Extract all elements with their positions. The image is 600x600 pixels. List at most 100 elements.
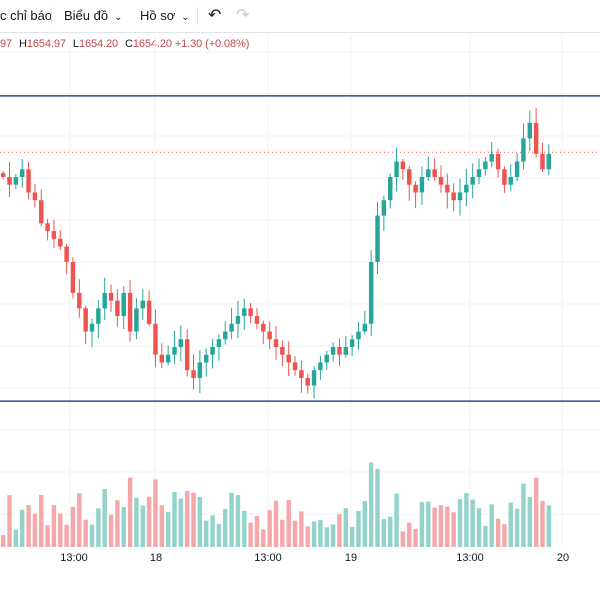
- volume-bar: [32, 513, 38, 547]
- volume-bar: [89, 524, 95, 547]
- candle-body: [527, 122, 533, 139]
- candle-body: [375, 215, 380, 262]
- volume-bar: [394, 493, 399, 547]
- candle-body: [451, 192, 456, 201]
- volume-bar: [457, 498, 463, 547]
- candle-body: [210, 347, 215, 355]
- open-value: 97: [0, 38, 13, 50]
- volume-bar: [495, 518, 501, 547]
- volume-bar: [96, 508, 101, 547]
- candle-body: [337, 347, 342, 355]
- volume-bar: [432, 507, 437, 547]
- toolbar-divider: [197, 7, 198, 25]
- candle-body: [356, 331, 361, 340]
- candle-body: [273, 339, 279, 347]
- volume-bar: [349, 526, 355, 547]
- volume-bar: [13, 529, 19, 547]
- volume-bar: [489, 504, 494, 547]
- candle-body: [514, 161, 520, 177]
- volume-bar: [318, 519, 323, 547]
- volume-bar: [102, 488, 107, 547]
- candle-body: [457, 192, 463, 201]
- volume-bar: [159, 505, 165, 547]
- candle-body: [19, 169, 25, 177]
- candle-body: [127, 292, 133, 332]
- volume-bar: [311, 521, 317, 547]
- volume-bar: [45, 525, 50, 547]
- candle-body: [108, 292, 114, 301]
- candle-body: [432, 169, 437, 177]
- volume-bar: [540, 501, 545, 547]
- candle-body: [330, 347, 336, 355]
- candle-body: [343, 347, 349, 355]
- volume-bar: [438, 505, 444, 547]
- candle-body: [115, 300, 120, 317]
- candle-body: [32, 192, 38, 201]
- volume-bar: [368, 462, 374, 547]
- candle-body: [407, 169, 412, 185]
- candle-body: [292, 362, 298, 371]
- volume-bar: [83, 519, 88, 547]
- volume-bar: [292, 520, 298, 547]
- redo-icon[interactable]: ↷: [236, 7, 250, 24]
- volume-bar: [235, 495, 241, 547]
- volume-bar: [286, 500, 291, 547]
- candle-body: [153, 323, 158, 355]
- volume-bar: [172, 492, 177, 547]
- candle-body: [159, 354, 165, 363]
- volume-bar: [248, 522, 253, 547]
- candle-body: [248, 308, 253, 317]
- volume-bar: [127, 477, 133, 547]
- volume-bar: [508, 502, 513, 547]
- candle-body: [77, 292, 82, 309]
- price-chart[interactable]: [0, 32, 600, 547]
- volume-bar: [273, 500, 279, 547]
- volume-bar: [19, 509, 25, 547]
- candle-body: [96, 308, 101, 324]
- volume-bar: [514, 508, 520, 547]
- candle-body: [254, 316, 260, 324]
- candle-body: [7, 177, 12, 185]
- candle-body: [438, 177, 444, 185]
- candle-body: [400, 161, 406, 170]
- volume-bar: [26, 505, 31, 547]
- volume-bar: [280, 519, 285, 547]
- candle-body: [89, 323, 95, 332]
- candle-body: [311, 370, 317, 386]
- candle-body: [540, 153, 545, 170]
- indicators-menu[interactable]: c chỉ báo: [0, 0, 52, 32]
- candle-body: [419, 177, 425, 193]
- volume-bar: [153, 479, 158, 547]
- candle-body: [134, 308, 139, 332]
- profile-menu-button[interactable]: Hồ sơ ⌄: [140, 0, 190, 32]
- candle-body: [191, 370, 196, 378]
- candle-body: [197, 362, 203, 378]
- volume-bar: [299, 511, 304, 547]
- volume-bar: [108, 514, 114, 547]
- time-axis-tick: 13:00: [456, 552, 484, 564]
- time-axis-tick: 20: [556, 552, 570, 564]
- volume-bar: [330, 524, 336, 547]
- toolbar-divider: [51, 7, 52, 25]
- volume-bar: [242, 510, 247, 547]
- candle-body: [172, 347, 177, 355]
- candle-body: [184, 339, 190, 371]
- chart-menu-button[interactable]: Biểu đồ ⌄: [64, 0, 122, 32]
- candle-body: [470, 177, 475, 185]
- volume-bar: [356, 510, 361, 547]
- top-toolbar: c chỉ báo Biểu đồ ⌄ Hồ sơ ⌄ ↶ ↷: [0, 0, 600, 33]
- candle-body: [0, 173, 6, 177]
- candle-body: [203, 354, 209, 363]
- candle-body: [83, 308, 88, 332]
- volume-bar: [134, 497, 139, 547]
- volume-bar: [476, 508, 482, 547]
- time-axis-tick: 13:00: [60, 552, 88, 564]
- undo-icon[interactable]: ↶: [208, 7, 222, 24]
- candle-body: [483, 161, 488, 170]
- candle-body: [102, 292, 107, 309]
- volume-bar: [470, 499, 475, 547]
- volume-bar: [426, 501, 431, 547]
- candle-body: [45, 223, 50, 232]
- candle-body: [235, 316, 241, 324]
- volume-bar: [140, 505, 145, 547]
